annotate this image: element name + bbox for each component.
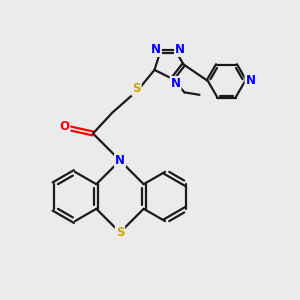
Text: O: O <box>59 119 70 133</box>
Text: S: S <box>132 82 141 95</box>
Text: N: N <box>245 74 256 88</box>
Text: N: N <box>175 43 185 56</box>
Text: S: S <box>116 226 124 239</box>
Text: N: N <box>170 77 181 90</box>
Text: N: N <box>151 43 161 56</box>
Text: N: N <box>115 154 125 167</box>
